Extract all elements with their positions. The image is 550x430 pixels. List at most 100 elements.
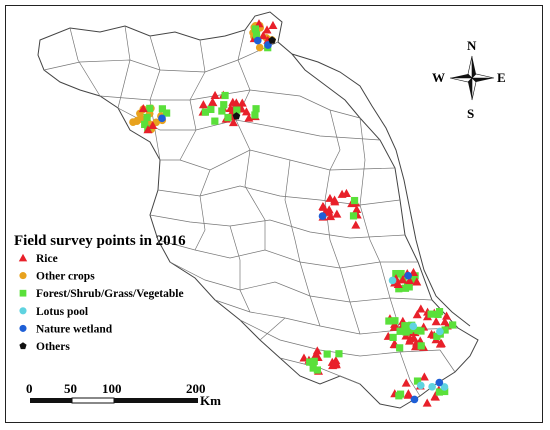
- survey-point-rice-91: [352, 204, 362, 214]
- survey-point-lotus-210: [440, 383, 449, 391]
- survey-point-rice-124: [412, 310, 422, 319]
- scale-tick-100: 100: [102, 381, 122, 396]
- survey-points: [129, 19, 457, 407]
- survey-point-veg-165: [433, 332, 441, 341]
- legend-symbol-rice: [18, 253, 28, 262]
- survey-point-rice-15: [254, 19, 264, 28]
- survey-point-rice-58: [198, 100, 208, 109]
- coastline: [291, 53, 471, 327]
- survey-point-veg-205: [435, 388, 444, 396]
- survey-point-veg-66: [220, 101, 228, 109]
- scale-tick-0: 0: [26, 381, 33, 396]
- survey-point-rice-150: [431, 317, 441, 326]
- survey-point-rice-65: [225, 103, 235, 113]
- survey-point-wet-45: [158, 114, 166, 123]
- legend-symbol-veg: [19, 289, 27, 297]
- survey-point-veg-75: [233, 106, 241, 114]
- survey-point-rice-90: [332, 209, 342, 218]
- scale-tick-200: 200: [186, 381, 206, 396]
- survey-point-crop-33: [133, 116, 142, 125]
- survey-point-veg-189: [306, 358, 314, 366]
- survey-point-veg-153: [396, 344, 404, 352]
- survey-point-rice-49: [207, 97, 217, 106]
- survey-point-rice-187: [331, 360, 341, 369]
- survey-point-veg-161: [405, 326, 413, 334]
- survey-point-rice-55: [228, 117, 238, 127]
- survey-point-wet-212: [410, 395, 419, 404]
- compass-south-label: S: [467, 106, 474, 121]
- survey-point-crop-5: [255, 43, 264, 52]
- survey-point-rice-137: [435, 339, 445, 348]
- survey-point-rice-115: [412, 277, 422, 286]
- survey-point-rice-78: [326, 212, 336, 221]
- survey-point-rice-93: [337, 189, 347, 198]
- survey-point-rice-62: [241, 107, 251, 116]
- survey-point-rice-44: [143, 125, 153, 134]
- survey-point-veg-171: [385, 317, 393, 325]
- survey-point-veg-99: [397, 269, 405, 278]
- compass-north-label: N: [467, 38, 477, 53]
- legend-symbol-wet: [19, 324, 27, 332]
- survey-point-veg-159: [401, 322, 409, 330]
- survey-point-rice-133: [409, 333, 419, 342]
- survey-point-veg-190: [335, 350, 343, 358]
- survey-point-veg-105: [401, 284, 410, 292]
- survey-point-wet-97: [318, 212, 327, 220]
- survey-point-rice-42: [148, 120, 158, 129]
- survey-point-veg-208: [395, 392, 403, 400]
- survey-point-rice-147: [416, 304, 426, 313]
- survey-point-rice-139: [405, 336, 415, 345]
- survey-point-veg-70: [201, 108, 210, 116]
- survey-point-veg-168: [417, 327, 425, 335]
- survey-point-veg-188: [313, 366, 322, 374]
- survey-point-lotus-173: [409, 322, 418, 331]
- legend-items: Rice Other crops Forest/Shrub/Grass/Vegeta…: [18, 253, 184, 353]
- legend-label-veg: Forest/Shrub/Grass/Vegetable: [36, 288, 184, 300]
- legend-label-lotus: Lotus pool: [36, 306, 88, 318]
- survey-point-rice-126: [442, 311, 452, 320]
- survey-point-rice-50: [244, 113, 254, 122]
- legend-label-crop: Other crops: [36, 271, 95, 283]
- survey-point-veg-37: [158, 105, 166, 113]
- survey-point-veg-107: [392, 269, 400, 278]
- survey-point-wet-20: [253, 36, 262, 45]
- scale-bar: 0 50 100 200 Km: [26, 381, 221, 408]
- survey-point-veg-38: [163, 109, 171, 117]
- survey-point-rice-199: [422, 398, 432, 407]
- survey-point-rice-92: [330, 197, 340, 206]
- survey-point-veg-72: [221, 91, 229, 100]
- survey-point-veg-71: [211, 117, 219, 125]
- survey-point-rice-10: [258, 31, 268, 40]
- survey-point-veg-166: [389, 333, 397, 342]
- survey-point-rice-89: [325, 193, 335, 202]
- survey-point-veg-17: [252, 31, 261, 39]
- survey-point-rice-194: [401, 378, 411, 387]
- survey-point-lotus-209: [416, 381, 425, 390]
- legend-label-rice: Rice: [36, 253, 58, 265]
- scale-tick-50: 50: [64, 381, 77, 396]
- survey-point-rice-13: [262, 25, 272, 34]
- survey-point-lotus-116: [388, 276, 397, 285]
- survey-point-veg-167: [449, 321, 457, 329]
- legend-label-oth: Others: [36, 341, 70, 353]
- compass-east-label: E: [497, 70, 506, 85]
- survey-point-veg-68: [207, 105, 215, 114]
- survey-point-veg-154: [427, 310, 435, 318]
- survey-point-rice-94: [324, 207, 334, 216]
- survey-point-veg-103: [410, 276, 418, 284]
- survey-point-oth-76: [232, 112, 241, 120]
- survey-point-veg-73: [224, 113, 232, 122]
- legend-symbol-oth: [19, 342, 27, 350]
- survey-point-veg-67: [218, 107, 226, 115]
- survey-point-rice-202: [403, 390, 413, 399]
- survey-point-veg-207: [441, 387, 449, 396]
- survey-point-veg-193: [323, 350, 331, 358]
- survey-point-veg-69: [252, 105, 260, 113]
- survey-point-veg-191: [309, 364, 317, 372]
- survey-point-lotus-211: [428, 382, 436, 391]
- survey-point-rice-64: [228, 97, 238, 106]
- survey-point-veg-18: [251, 25, 260, 33]
- compass-west-label: W: [432, 70, 445, 85]
